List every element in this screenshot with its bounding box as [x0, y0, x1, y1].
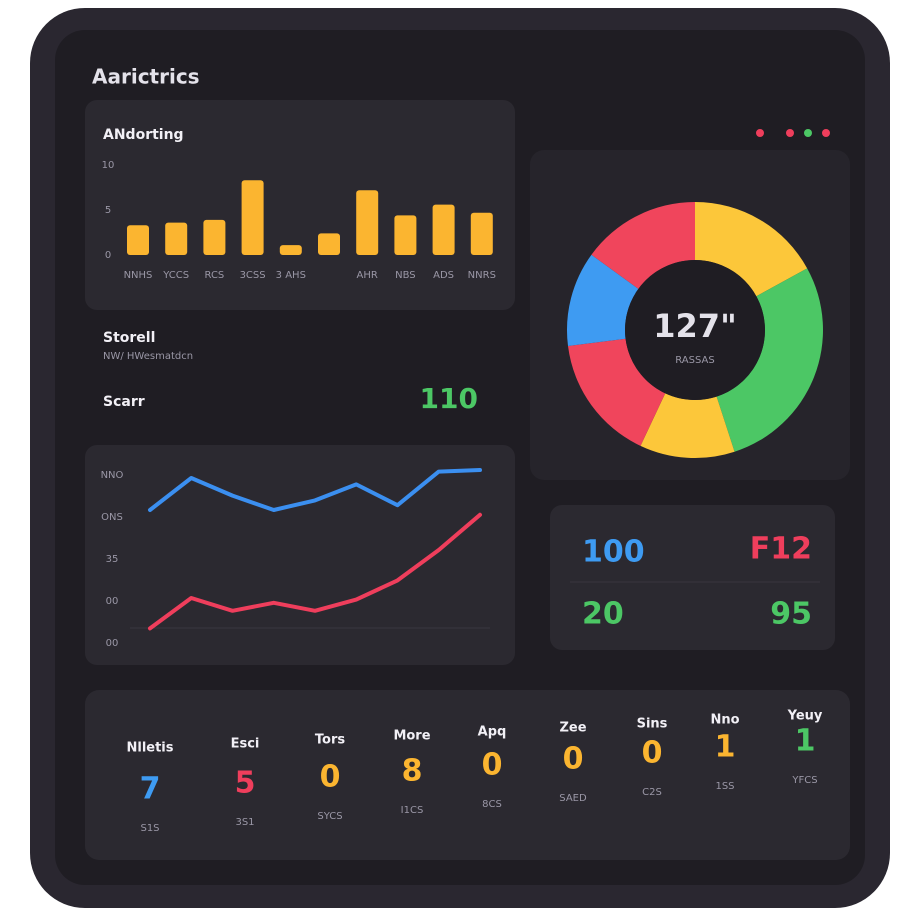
info-title: Storell [103, 330, 155, 346]
y-tick-label: 5 [105, 205, 111, 216]
x-tick-label: NBS [395, 270, 416, 281]
x-tick-label: AHR [357, 270, 378, 281]
counter-label: Apq [478, 725, 507, 740]
y-tick-label: 0 [105, 250, 111, 261]
info-subtitle: NW/ HWesmatdcn [103, 351, 193, 362]
status-dot [804, 129, 812, 137]
y-label: ONS [101, 512, 123, 523]
status-dot [822, 129, 830, 137]
counter-value: 0 [563, 742, 584, 777]
bar [165, 222, 188, 255]
bar [203, 219, 226, 255]
counter-label: Sins [637, 717, 668, 732]
counter-sub: SAED [559, 793, 587, 804]
bar [394, 215, 417, 255]
x-tick-label: 3 AHS [276, 270, 306, 281]
bar [432, 204, 455, 255]
x-tick-label: 3CSS [240, 270, 266, 281]
x-tick-label: ADS [433, 270, 454, 281]
counter-sub: C2S [642, 787, 662, 798]
x-tick-label: NNRS [468, 270, 496, 281]
title: Aarictrics [92, 65, 200, 89]
counter-label: Nno [710, 713, 739, 728]
bar [279, 245, 302, 255]
bar-title: ANdorting [103, 127, 184, 143]
counter-sub: SYCS [317, 811, 342, 822]
counter-sub: 8CS [482, 799, 502, 810]
donut-segment [695, 202, 808, 297]
y-label: NNO [101, 470, 124, 481]
counter-label: Zee [559, 721, 586, 736]
donut-segment [640, 393, 735, 458]
donut-segment [568, 338, 666, 446]
donut-segment [567, 254, 639, 347]
bar [318, 233, 340, 255]
counter-sub: 3S1 [235, 817, 254, 828]
bar [241, 180, 264, 255]
counter-sub: S1S [140, 823, 159, 834]
status-dot [756, 129, 764, 137]
bar [127, 225, 149, 255]
counter-sub: YFCS [791, 775, 817, 786]
counter-value: 0 [320, 760, 341, 795]
counter-value: 0 [642, 736, 663, 771]
donut-value: 127" [653, 307, 736, 345]
stat-value: 20 [582, 597, 624, 632]
y-label: 35 [106, 554, 119, 565]
counter-label: Nlletis [126, 741, 173, 756]
donut-label: RASSAS [675, 355, 714, 366]
y-tick-label: 10 [102, 160, 115, 171]
counter-sub: I1CS [401, 805, 424, 816]
x-tick-label: YCCS [162, 270, 189, 281]
line-series [148, 468, 482, 512]
counter-value: 0 [482, 748, 503, 783]
line-panel [85, 445, 515, 665]
stat-value: F12 [750, 532, 812, 567]
stats-panel [550, 505, 835, 650]
donut-segment [591, 202, 695, 289]
donut-segment [716, 268, 823, 452]
bar [470, 212, 493, 255]
status-dot [786, 129, 794, 137]
info-label: Scarr [103, 394, 145, 410]
bar-panel [85, 100, 515, 310]
counter-label: Tors [315, 733, 345, 748]
y-label: 00 [106, 596, 119, 607]
line-series [148, 512, 482, 631]
counter-value: 1 [795, 724, 816, 759]
counter-label: Esci [231, 737, 260, 752]
bar [356, 190, 379, 255]
counter-value: 5 [235, 766, 256, 801]
counter-value: 7 [140, 772, 161, 807]
counters-panel [85, 690, 850, 860]
counter-label: More [393, 729, 430, 744]
counter-value: 1 [715, 730, 736, 765]
counter-sub: 1SS [715, 781, 734, 792]
info-value: 110 [420, 382, 478, 415]
stat-value: 100 [582, 535, 645, 570]
y-label: 00 [106, 638, 119, 649]
donut-hole [625, 260, 765, 400]
x-tick-label: RCS [205, 270, 225, 281]
x-tick-label: NNHS [124, 270, 153, 281]
counter-label: Yeuy [787, 709, 823, 724]
counter-value: 8 [402, 754, 423, 789]
stat-value: 95 [770, 597, 812, 632]
